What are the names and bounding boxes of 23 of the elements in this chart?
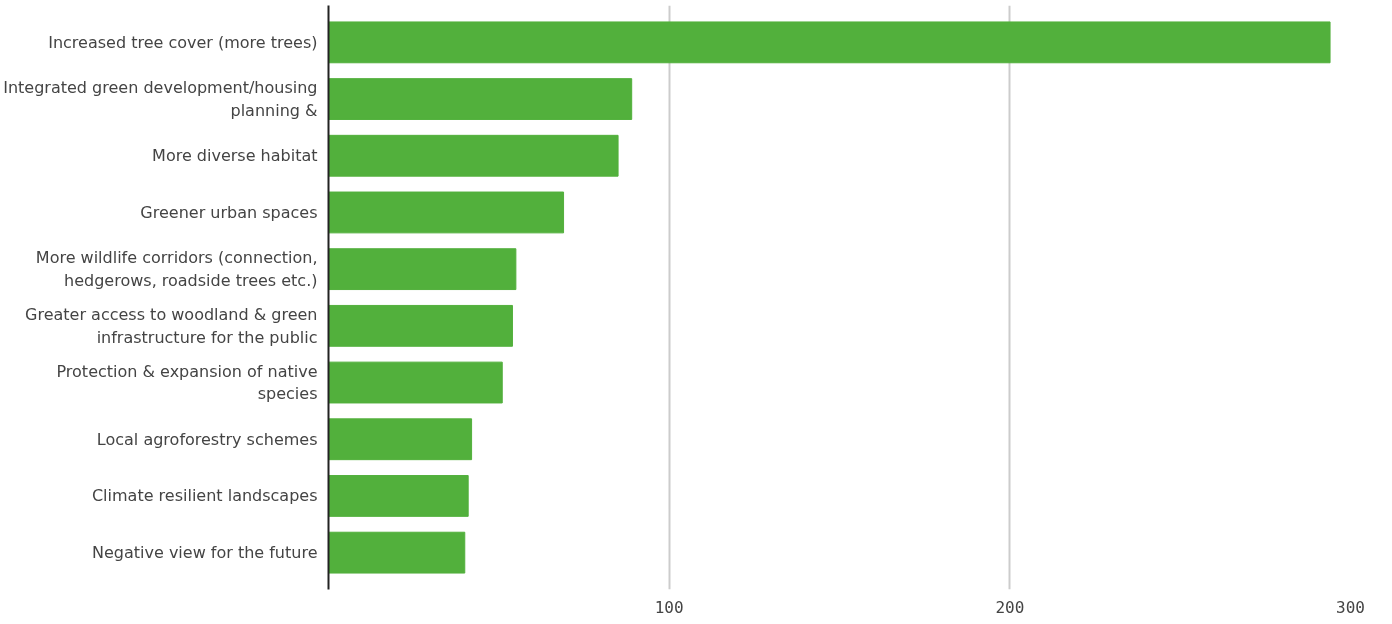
bar — [328, 475, 469, 517]
x-tick-label: 100 — [654, 597, 684, 617]
y-tick-label: More wildlife corridors (connection, hedgerows, roadside trees etc.) — [35, 248, 318, 291]
x-tick-label: 300 — [1336, 597, 1365, 617]
x-tick-label: 200 — [995, 597, 1025, 617]
y-tick-label: Local agroforestry schemes — [96, 429, 318, 449]
bar — [328, 21, 1331, 64]
y-tick-label: Integrated green development/housing planning & — [3, 78, 318, 120]
bar — [328, 418, 473, 461]
y-tick-label: Protection & expansion of native species — [56, 361, 318, 404]
bar — [328, 248, 517, 291]
y-tick-label: More diverse habitat — [152, 146, 318, 166]
y-tick-label: Greener urban spaces — [140, 202, 318, 222]
bar — [328, 78, 633, 120]
y-tick-label: Climate resilient landscapes — [91, 486, 318, 506]
y-tick-label: Greater access to woodland & green infrastructure for the public — [25, 304, 318, 347]
bar — [328, 191, 565, 234]
y-tick-label: Increased tree cover (more trees) — [48, 32, 318, 52]
bar — [328, 361, 503, 404]
bar — [328, 531, 466, 574]
bar — [328, 134, 619, 177]
y-tick-label: Negative view for the future — [91, 543, 318, 563]
bar — [328, 304, 513, 347]
